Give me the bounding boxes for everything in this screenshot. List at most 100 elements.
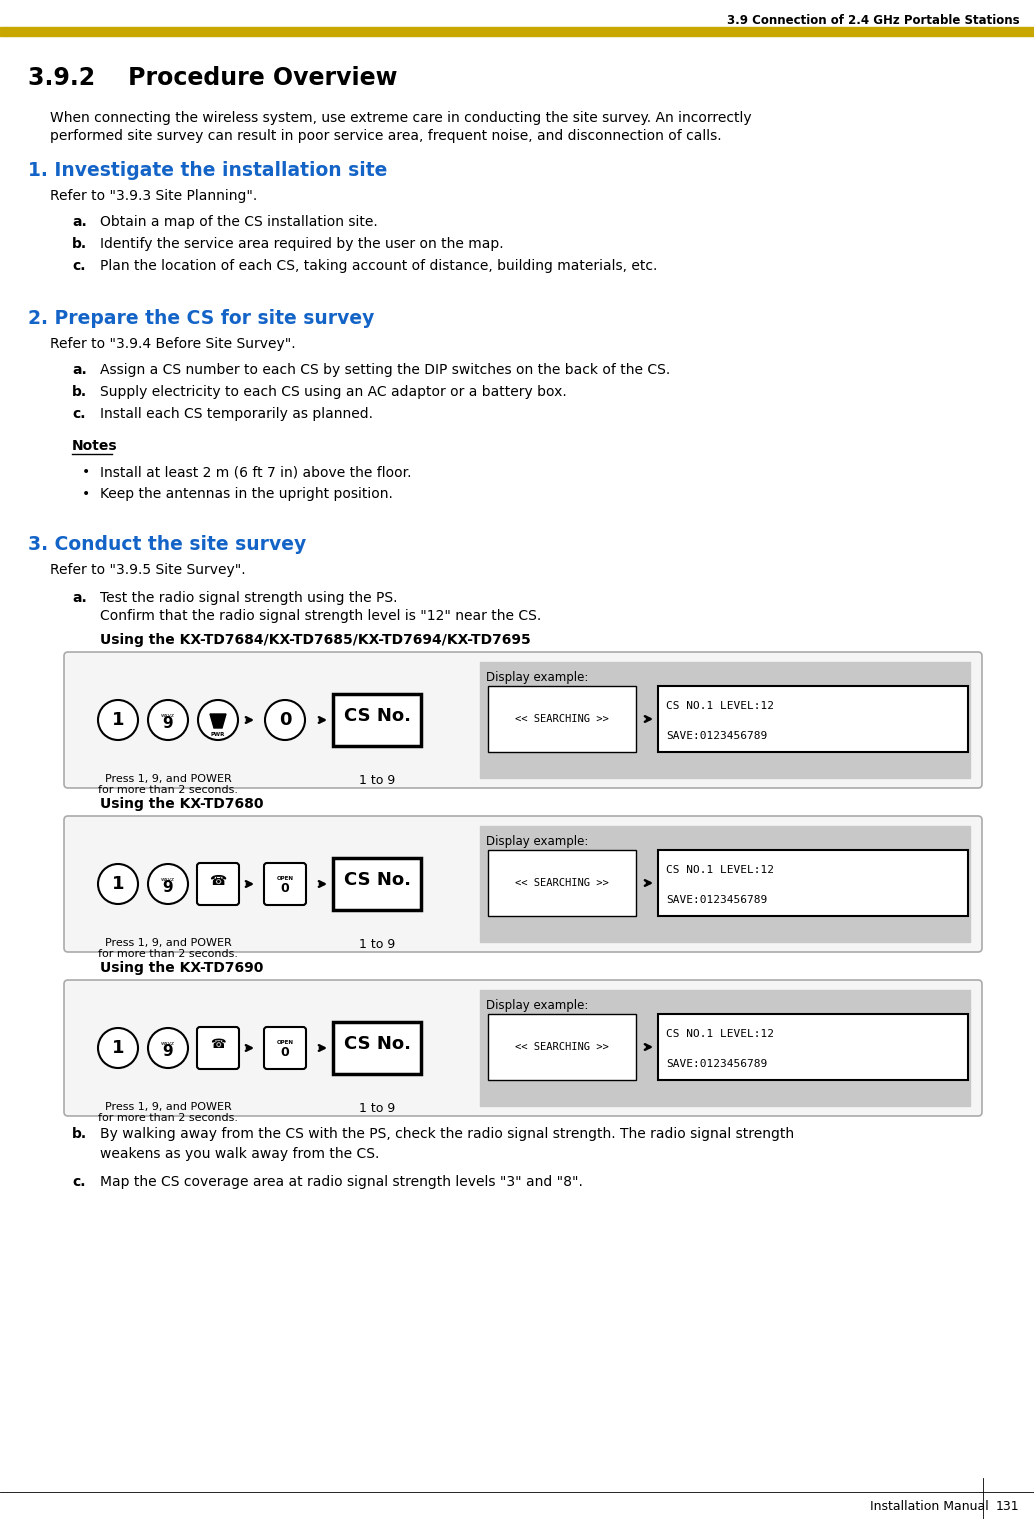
Text: Install each CS temporarily as planned.: Install each CS temporarily as planned.: [100, 407, 373, 421]
Text: 1: 1: [112, 1039, 124, 1057]
Text: a.: a.: [72, 591, 87, 605]
Circle shape: [98, 864, 138, 904]
Text: 1: 1: [112, 875, 124, 893]
Text: 1 to 9: 1 to 9: [359, 775, 395, 787]
Text: Keep the antennas in the upright position.: Keep the antennas in the upright positio…: [100, 488, 393, 501]
Text: •: •: [82, 488, 90, 501]
Text: wxyz: wxyz: [161, 876, 175, 881]
Text: b.: b.: [72, 384, 87, 399]
Text: CS NO.1 LEVEL:12: CS NO.1 LEVEL:12: [666, 864, 774, 875]
Text: Display example:: Display example:: [486, 671, 588, 685]
Text: wxyz: wxyz: [161, 712, 175, 717]
FancyBboxPatch shape: [264, 1027, 306, 1069]
Circle shape: [98, 1028, 138, 1068]
Text: 3. Conduct the site survey: 3. Conduct the site survey: [28, 535, 306, 553]
Text: performed site survey can result in poor service area, frequent noise, and disco: performed site survey can result in poor…: [50, 129, 722, 143]
Text: for more than 2 seconds.: for more than 2 seconds.: [98, 785, 238, 794]
Text: 9: 9: [162, 881, 174, 896]
FancyBboxPatch shape: [64, 652, 982, 788]
Text: 3.9 Connection of 2.4 GHz Portable Stations: 3.9 Connection of 2.4 GHz Portable Stati…: [727, 14, 1020, 26]
Circle shape: [98, 700, 138, 740]
Text: Display example:: Display example:: [486, 1000, 588, 1013]
Text: 0: 0: [280, 1045, 290, 1059]
Text: 1. Investigate the installation site: 1. Investigate the installation site: [28, 161, 388, 179]
Text: for more than 2 seconds.: for more than 2 seconds.: [98, 1113, 238, 1123]
Bar: [480, 990, 970, 1106]
Text: Refer to "3.9.4 Before Site Survey".: Refer to "3.9.4 Before Site Survey".: [50, 337, 296, 351]
Text: 9: 9: [162, 1045, 174, 1059]
Text: Refer to "3.9.5 Site Survey".: Refer to "3.9.5 Site Survey".: [50, 564, 246, 577]
Bar: [658, 851, 968, 916]
Text: CS No.: CS No.: [343, 870, 410, 889]
Text: Install at least 2 m (6 ft 7 in) above the floor.: Install at least 2 m (6 ft 7 in) above t…: [100, 465, 412, 478]
Text: By walking away from the CS with the PS, check the radio signal strength. The ra: By walking away from the CS with the PS,…: [100, 1127, 794, 1141]
Text: Using the KX-TD7680: Using the KX-TD7680: [100, 797, 264, 811]
Text: 1 to 9: 1 to 9: [359, 939, 395, 951]
Text: Identify the service area required by the user on the map.: Identify the service area required by th…: [100, 237, 504, 251]
Bar: [488, 851, 636, 916]
Text: Press 1, 9, and POWER: Press 1, 9, and POWER: [104, 1101, 232, 1112]
Bar: [488, 1015, 636, 1080]
Text: Press 1, 9, and POWER: Press 1, 9, and POWER: [104, 775, 232, 784]
Text: CS No.: CS No.: [343, 706, 410, 725]
Text: OPEN: OPEN: [276, 876, 294, 881]
Text: Press 1, 9, and POWER: Press 1, 9, and POWER: [104, 939, 232, 948]
Text: 3.9.2    Procedure Overview: 3.9.2 Procedure Overview: [28, 65, 397, 90]
Text: b.: b.: [72, 237, 87, 251]
Text: Using the KX-TD7684/KX-TD7685/KX-TD7694/KX-TD7695: Using the KX-TD7684/KX-TD7685/KX-TD7694/…: [100, 633, 530, 647]
Text: •: •: [82, 465, 90, 478]
Bar: [480, 662, 970, 778]
Text: c.: c.: [72, 407, 86, 421]
Text: Assign a CS number to each CS by setting the DIP switches on the back of the CS.: Assign a CS number to each CS by setting…: [100, 363, 670, 377]
Text: 0: 0: [279, 711, 292, 729]
Bar: [480, 826, 970, 942]
Bar: [333, 858, 421, 910]
FancyBboxPatch shape: [64, 980, 982, 1116]
Bar: [333, 694, 421, 746]
Text: Display example:: Display example:: [486, 835, 588, 849]
Text: OPEN: OPEN: [276, 1041, 294, 1045]
Text: << SEARCHING >>: << SEARCHING >>: [515, 714, 609, 725]
Text: << SEARCHING >>: << SEARCHING >>: [515, 1042, 609, 1053]
Circle shape: [148, 1028, 188, 1068]
Text: 131: 131: [995, 1501, 1018, 1513]
Circle shape: [265, 700, 305, 740]
Text: c.: c.: [72, 1176, 86, 1189]
Circle shape: [197, 700, 238, 740]
Bar: [0, 27, 1034, 36]
Text: << SEARCHING >>: << SEARCHING >>: [515, 878, 609, 889]
Text: PWR: PWR: [211, 732, 225, 737]
Bar: [658, 1015, 968, 1080]
Text: SAVE:0123456789: SAVE:0123456789: [666, 895, 767, 905]
Text: 0: 0: [280, 881, 290, 895]
Text: ☎: ☎: [210, 1039, 225, 1051]
Text: CS NO.1 LEVEL:12: CS NO.1 LEVEL:12: [666, 1028, 774, 1039]
Text: 1 to 9: 1 to 9: [359, 1101, 395, 1115]
Text: a.: a.: [72, 363, 87, 377]
Bar: [333, 1022, 421, 1074]
Text: Supply electricity to each CS using an AC adaptor or a battery box.: Supply electricity to each CS using an A…: [100, 384, 567, 399]
FancyBboxPatch shape: [197, 1027, 239, 1069]
Bar: [658, 687, 968, 752]
Text: Plan the location of each CS, taking account of distance, building materials, et: Plan the location of each CS, taking acc…: [100, 260, 658, 273]
Text: Test the radio signal strength using the PS.: Test the radio signal strength using the…: [100, 591, 397, 605]
Circle shape: [148, 864, 188, 904]
Text: SAVE:0123456789: SAVE:0123456789: [666, 1059, 767, 1069]
Text: CS NO.1 LEVEL:12: CS NO.1 LEVEL:12: [666, 700, 774, 711]
Text: CS No.: CS No.: [343, 1034, 410, 1053]
Text: When connecting the wireless system, use extreme care in conducting the site sur: When connecting the wireless system, use…: [50, 111, 752, 125]
Text: Confirm that the radio signal strength level is "12" near the CS.: Confirm that the radio signal strength l…: [100, 609, 541, 623]
Circle shape: [148, 700, 188, 740]
Text: a.: a.: [72, 216, 87, 229]
Text: for more than 2 seconds.: for more than 2 seconds.: [98, 949, 238, 958]
Text: Refer to "3.9.3 Site Planning".: Refer to "3.9.3 Site Planning".: [50, 188, 257, 204]
Text: b.: b.: [72, 1127, 87, 1141]
Polygon shape: [210, 714, 226, 728]
FancyBboxPatch shape: [64, 816, 982, 952]
Text: 1: 1: [112, 711, 124, 729]
Text: Obtain a map of the CS installation site.: Obtain a map of the CS installation site…: [100, 216, 377, 229]
Text: Notes: Notes: [72, 439, 118, 453]
Text: wxyz: wxyz: [161, 1041, 175, 1045]
FancyBboxPatch shape: [197, 863, 239, 905]
Bar: [488, 687, 636, 752]
